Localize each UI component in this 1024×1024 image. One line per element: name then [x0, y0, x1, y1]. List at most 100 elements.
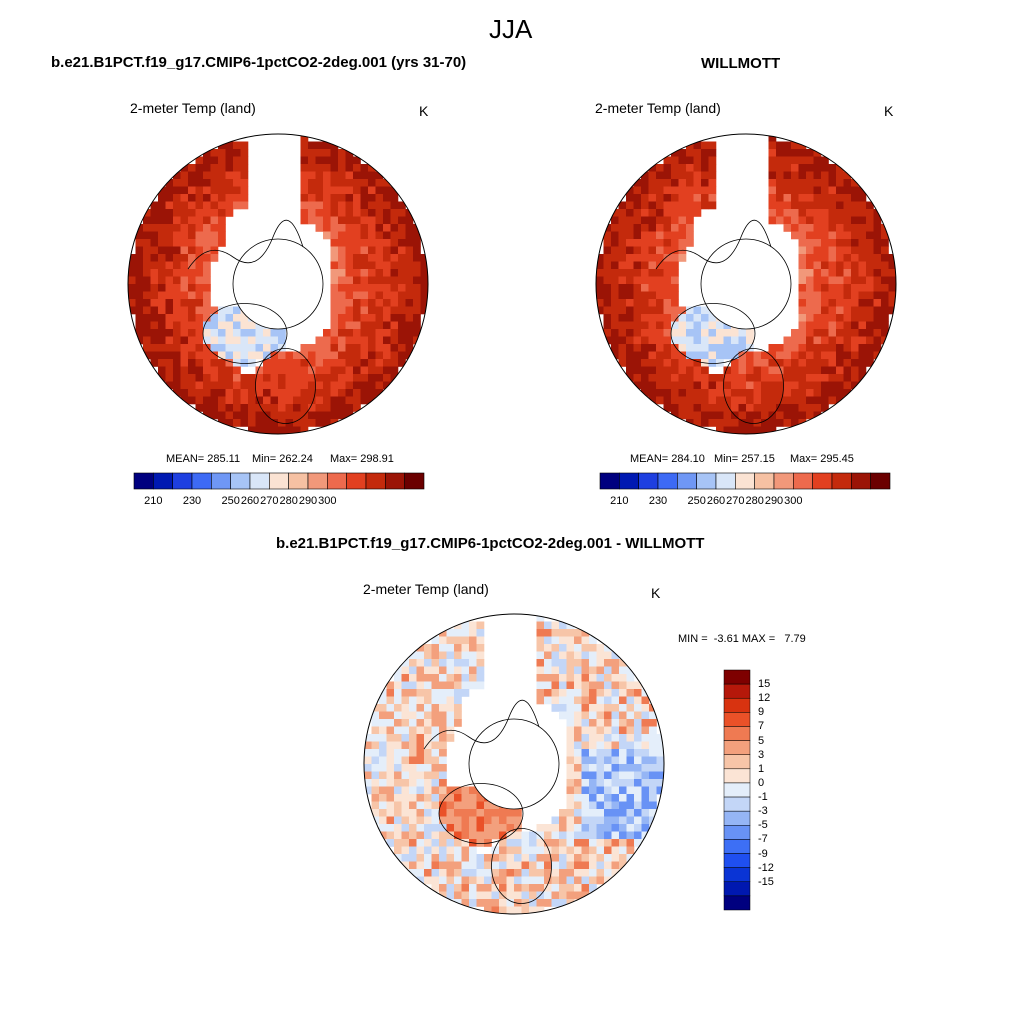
grid-cell	[536, 681, 545, 690]
grid-cell	[195, 171, 204, 180]
grid-cell	[798, 261, 807, 270]
grid-cell	[626, 801, 635, 810]
grid-cell	[611, 704, 620, 712]
grid-cell	[836, 179, 844, 187]
grid-cell	[836, 299, 844, 307]
grid-cell	[409, 861, 417, 870]
grid-cell	[499, 846, 507, 855]
grid-cell	[203, 209, 211, 217]
grid-cell	[618, 344, 627, 352]
grid-cell	[424, 839, 432, 847]
grid-cell	[843, 246, 852, 255]
grid-cell	[195, 164, 204, 172]
grid-cell	[173, 359, 181, 367]
grid-cell	[873, 336, 882, 345]
grid-cell	[791, 149, 799, 157]
grid-cell	[439, 689, 447, 697]
grid-cell	[723, 381, 732, 390]
grid-cell	[386, 756, 395, 765]
grid-cell	[559, 659, 567, 667]
grid-cell	[143, 291, 151, 300]
grid-cell	[873, 276, 882, 285]
grid-cell	[866, 246, 874, 255]
grid-cell	[641, 689, 650, 697]
grid-cell	[858, 224, 867, 232]
grid-cell	[248, 419, 256, 427]
grid-cell	[300, 194, 309, 202]
grid-cell	[701, 329, 709, 337]
grid-cell	[671, 336, 679, 345]
grid-cell	[596, 741, 605, 750]
grid-cell	[626, 779, 635, 787]
grid-cell	[424, 786, 432, 795]
grid-cell	[371, 809, 380, 817]
grid-cell	[851, 179, 859, 187]
colorbar-box	[723, 782, 751, 798]
grid-cell	[596, 254, 604, 262]
colorbar-box	[404, 472, 425, 490]
grid-cell	[821, 359, 829, 367]
grid-cell	[158, 246, 166, 255]
grid-cell	[611, 284, 619, 292]
panel3-title: b.e21.B1PCT.f19_g17.CMIP6-1pctCO2-2deg.0…	[276, 535, 705, 552]
grid-cell	[686, 164, 694, 172]
grid-cell	[821, 239, 829, 247]
grid-cell	[195, 396, 204, 405]
grid-cell	[551, 681, 560, 690]
grid-cell	[619, 659, 627, 667]
grid-cell	[626, 374, 634, 382]
grid-cell	[218, 194, 226, 202]
grid-cell	[383, 269, 391, 277]
grid-cell	[866, 276, 874, 285]
grid-cell	[678, 314, 687, 322]
grid-cell	[641, 801, 650, 810]
grid-cell	[798, 209, 807, 217]
grid-cell	[618, 299, 627, 307]
grid-cell	[648, 374, 657, 382]
grid-cell	[394, 749, 402, 757]
grid-cell	[345, 261, 354, 270]
grid-cell	[323, 404, 331, 412]
grid-cell	[566, 644, 575, 652]
grid-cell	[633, 381, 642, 390]
grid-cell	[843, 381, 852, 390]
colorbar-box	[172, 472, 193, 490]
grid-cell	[394, 689, 402, 697]
grid-cell	[218, 164, 226, 172]
grid-cell	[858, 299, 867, 307]
grid-cell	[776, 201, 784, 210]
grid-cell	[581, 734, 590, 742]
grid-cell	[671, 171, 679, 180]
grid-cell	[424, 659, 432, 667]
grid-cell	[731, 366, 739, 375]
grid-cell	[836, 366, 844, 375]
grid-cell	[566, 779, 575, 787]
grid-cell	[293, 419, 301, 427]
grid-cell	[671, 329, 679, 337]
grid-cell	[821, 246, 829, 255]
grid-cell	[315, 404, 324, 412]
grid-cell	[401, 779, 410, 787]
grid-cell	[210, 306, 219, 315]
grid-cell	[431, 876, 440, 885]
grid-cell	[611, 306, 619, 315]
grid-cell	[338, 366, 346, 375]
grid-cell	[589, 786, 597, 795]
grid-cell	[401, 726, 410, 735]
grid-cell	[596, 869, 605, 877]
grid-cell	[619, 771, 627, 780]
grid-cell	[798, 374, 807, 382]
grid-cell	[394, 801, 402, 810]
grid-cell	[656, 186, 664, 195]
grid-cell	[135, 276, 144, 285]
grid-cell	[603, 321, 612, 330]
grid-cell	[300, 419, 309, 427]
grid-cell	[604, 839, 612, 847]
colorbar-tick-label: 5	[758, 734, 765, 747]
grid-cell	[858, 306, 867, 315]
grid-cell	[360, 344, 369, 352]
grid-cell	[761, 374, 769, 382]
grid-cell	[128, 291, 136, 300]
grid-cell	[499, 839, 507, 847]
grid-cell	[559, 704, 567, 712]
